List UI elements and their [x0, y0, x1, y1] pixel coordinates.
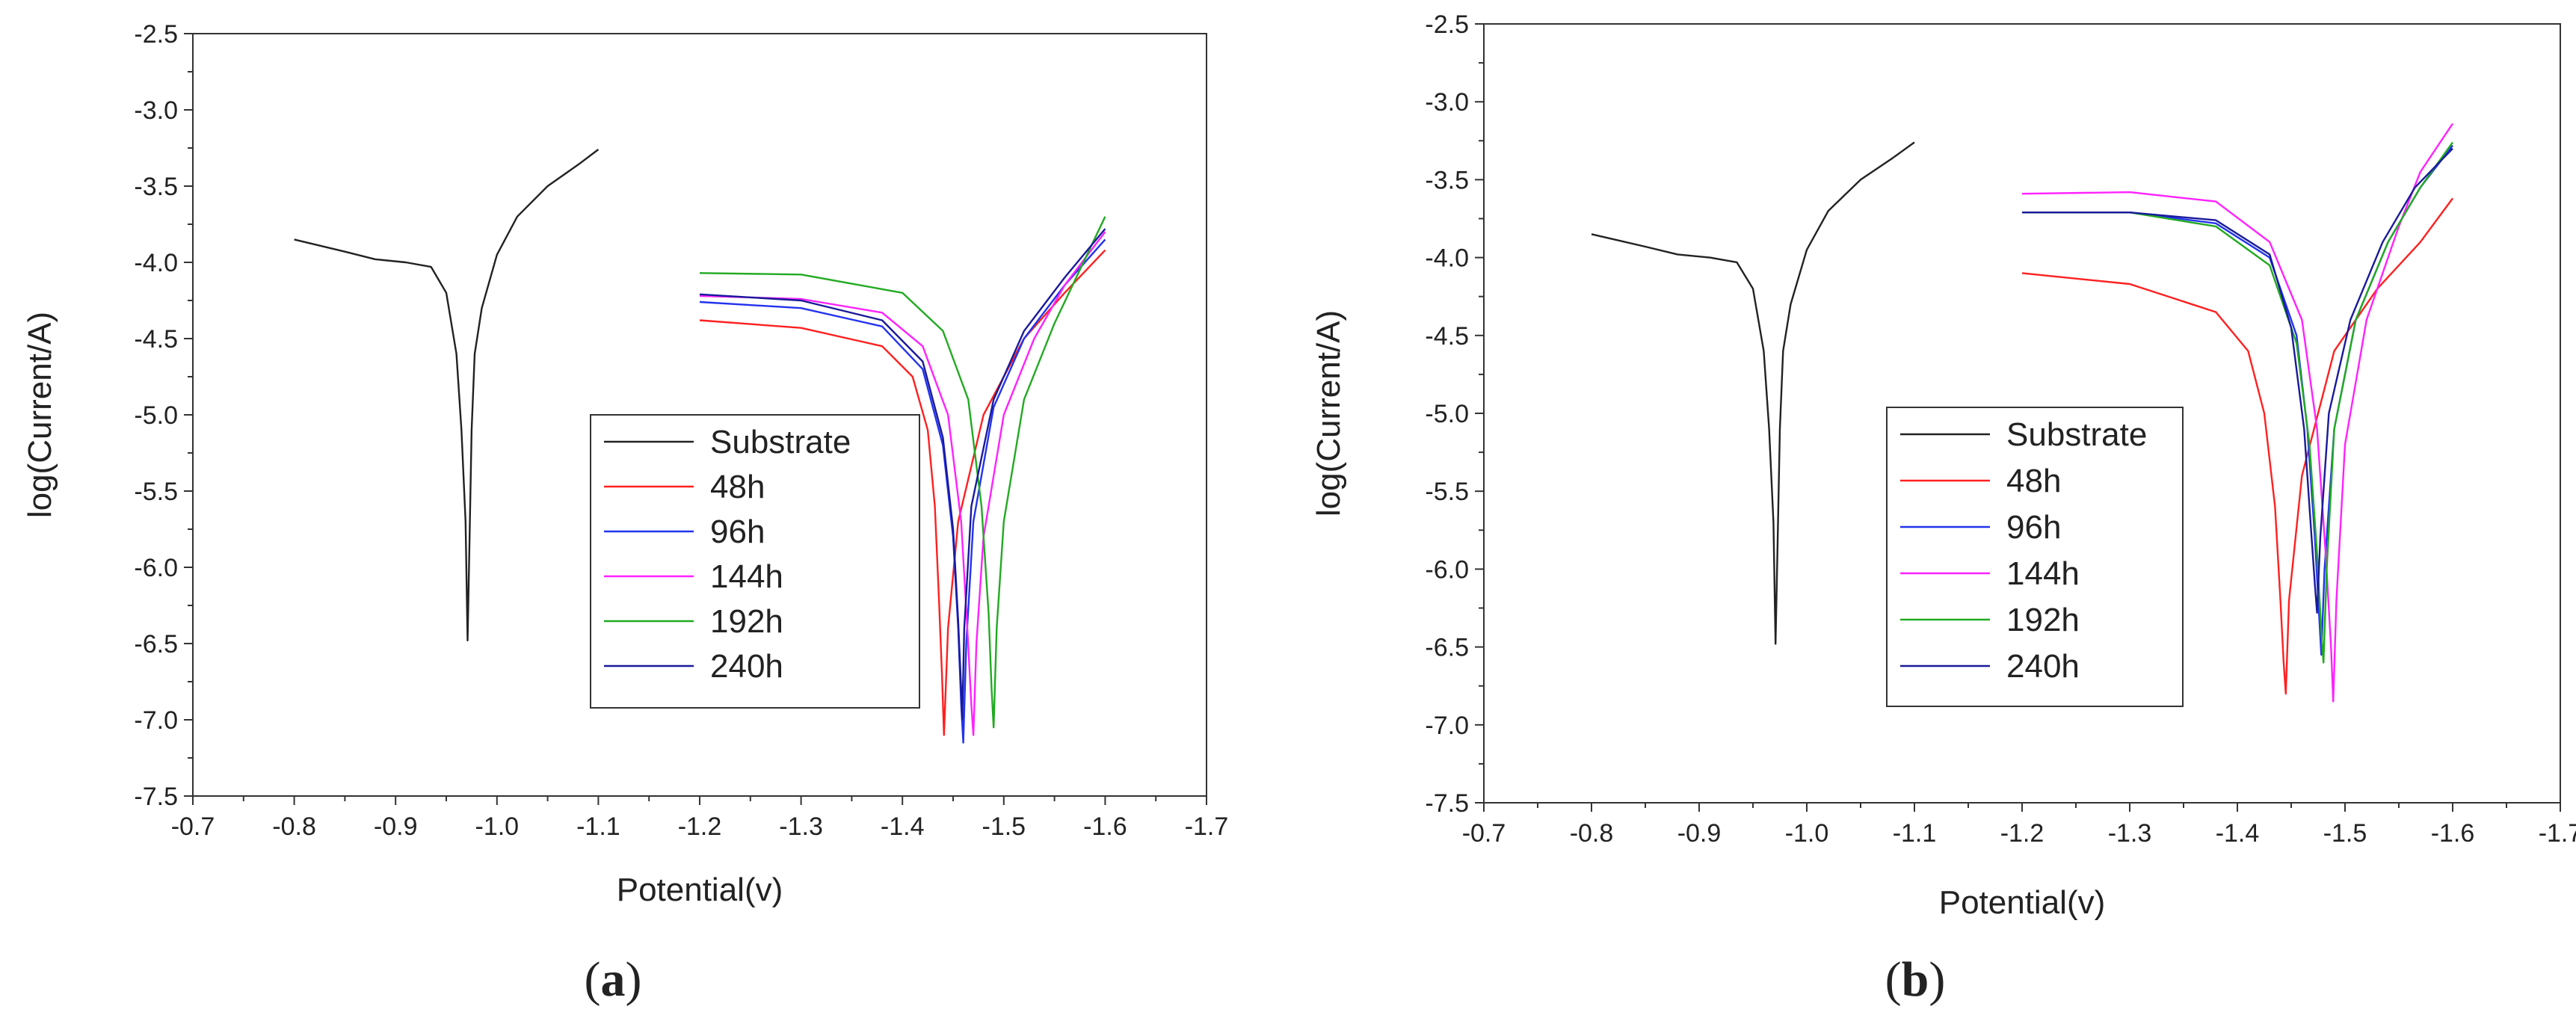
series-line-48h-b — [2021, 197, 2453, 695]
caption-a-letter: a — [601, 952, 626, 1007]
series-line-substrate-a — [294, 149, 600, 642]
chart-a: (a) -0.7 -0.8 -0.9 -1.0 -1.1 -1.2 -1.3 -1.4 -1.5… — [22, 20, 1228, 1007]
series-line-144h-b — [2021, 123, 2453, 703]
y-axis-label-a: log(Current/A) — [22, 312, 58, 518]
legend-label-substrate-b: Substrate — [2006, 416, 2147, 453]
y-tick-label-a: -4.0 — [134, 249, 178, 277]
x-tick-label-b: -1.0 — [1785, 819, 1829, 848]
legend-label-96h-a: 96h — [710, 513, 765, 550]
x-tick-label-b: -1.6 — [2431, 819, 2475, 848]
x-axis-label-a: Potential(v) — [617, 872, 783, 908]
x-tick-label-a: -1.2 — [678, 812, 722, 841]
y-tick-label-b: -5.5 — [1425, 478, 1469, 506]
y-tick-label-b: -3.0 — [1425, 88, 1469, 117]
svg-text:(a): (a) — [585, 952, 642, 1007]
series-line-240h-b — [2022, 147, 2453, 614]
legend-label-192h-a: 192h — [710, 603, 783, 640]
legend-label-substrate-a: Substrate — [710, 424, 851, 460]
legend-label-48h-a: 48h — [710, 469, 765, 505]
caption-a-open: ( — [585, 952, 601, 1007]
y-tick-label-a: -5.0 — [134, 401, 178, 430]
svg-text:(b): (b) — [1885, 952, 1946, 1007]
y-tick-label-b: -6.0 — [1425, 555, 1469, 584]
x-tick-label-a: -1.4 — [881, 812, 925, 841]
y-tick-label-a: -4.5 — [134, 325, 178, 354]
y-tick-label-a: -3.0 — [134, 96, 178, 125]
legend-label-144h-b: 144h — [2006, 555, 2080, 592]
y-tick-label-a: -5.5 — [134, 478, 178, 506]
series-line-144h-a — [699, 231, 1106, 736]
legend-b: Substrate 48h 96h 144h 192h 240h — [1886, 407, 2184, 707]
series-line-48h-a — [699, 249, 1106, 736]
legend-label-96h-b: 96h — [2006, 509, 2061, 546]
caption-b: (b) — [1885, 952, 1946, 1007]
x-tick-label-a: -1.3 — [779, 812, 823, 841]
legend-label-144h-a: 144h — [710, 558, 783, 595]
series-line-192h-b — [2022, 141, 2453, 664]
y-tick-label-a: -2.5 — [134, 20, 178, 49]
x-tick-label-a: -1.1 — [576, 812, 620, 841]
y-tick-label-a: -3.5 — [134, 173, 178, 201]
y-tick-label-b: -7.0 — [1425, 712, 1469, 740]
x-tick-label-a: -0.7 — [171, 812, 215, 841]
legend-label-240h-a: 240h — [710, 648, 783, 685]
x-tick-label-a: -1.5 — [982, 812, 1026, 841]
caption-a-close: ) — [626, 952, 642, 1007]
y-tick-label-b: -7.5 — [1425, 789, 1469, 818]
chart-b: (b) -0.7 -0.8 -0.9 -1.0 -1.1 -1.2 -1.3 -1.4 -1.5… — [1310, 10, 2576, 1007]
x-tick-label-b: -1.2 — [2000, 819, 2045, 848]
y-axis-label-b: log(Current/A) — [1310, 310, 1347, 516]
y-tick-label-b: -5.0 — [1425, 400, 1469, 428]
y-tick-label-b: -4.0 — [1425, 244, 1469, 273]
x-tick-label-a: -0.9 — [374, 812, 418, 841]
legend-box-a — [590, 414, 920, 709]
caption-a: (a) — [585, 952, 642, 1007]
legend-a: Substrate 48h 96h 144h 192h 240h — [590, 414, 920, 709]
x-tick-label-a: -1.6 — [1083, 812, 1127, 841]
x-tick-label-b: -1.1 — [1893, 819, 1937, 848]
x-tick-label-b: -0.9 — [1677, 819, 1722, 848]
y-tick-label-a: -7.0 — [134, 706, 178, 735]
x-axis-label-b: Potential(v) — [1939, 884, 2106, 921]
x-tick-label-b: -1.3 — [2108, 819, 2152, 848]
y-tick-label-a: -6.0 — [134, 554, 178, 582]
x-tick-label-b: -1.5 — [2323, 819, 2367, 848]
caption-b-letter: b — [1902, 952, 1929, 1007]
y-tick-label-b: -2.5 — [1425, 10, 1469, 39]
x-tick-label-b: -0.7 — [1462, 819, 1506, 848]
x-tick-label-a: -1.0 — [475, 812, 520, 841]
series-line-substrate-b — [1591, 141, 1915, 645]
legend-label-192h-b: 192h — [2006, 602, 2080, 638]
y-tick-label-b: -3.5 — [1425, 166, 1469, 194]
series-line-240h-a — [699, 228, 1106, 721]
legend-label-240h-b: 240h — [2006, 648, 2080, 685]
y-tick-label-b: -6.5 — [1425, 634, 1469, 662]
legend-label-48h-b: 48h — [2006, 463, 2061, 499]
x-tick-label-a: -1.7 — [1185, 812, 1229, 841]
series-line-192h-a — [699, 216, 1106, 729]
caption-b-open: ( — [1885, 952, 1902, 1007]
y-tick-label-a: -7.5 — [134, 783, 178, 811]
x-tick-label-b: -1.4 — [2216, 819, 2260, 848]
y-tick-label-a: -6.5 — [134, 630, 178, 658]
x-tick-label-b: -1.7 — [2539, 819, 2576, 848]
y-tick-label-b: -4.5 — [1425, 322, 1469, 351]
caption-b-close: ) — [1929, 952, 1945, 1007]
x-tick-label-b: -0.8 — [1570, 819, 1614, 848]
x-tick-label-a: -0.8 — [272, 812, 316, 841]
legend-box-b — [1886, 407, 2184, 707]
